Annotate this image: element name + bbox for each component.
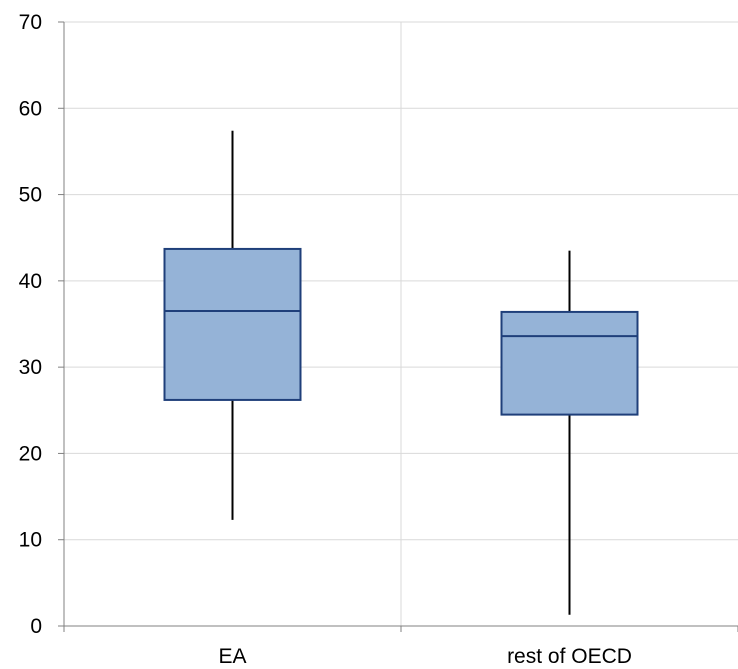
y-tick-label: 60 <box>19 97 42 120</box>
box-1 <box>500 250 639 615</box>
y-tick-label: 30 <box>19 356 42 379</box>
y-tick-label: 0 <box>30 615 42 638</box>
boxes <box>163 130 639 615</box>
y-tick-label: 50 <box>19 184 42 207</box>
axes <box>63 22 738 632</box>
y-tick-label: 10 <box>19 529 42 552</box>
y-axis-ticks: 0 10 20 30 40 50 60 70 <box>19 11 64 638</box>
y-tick-label: 70 <box>19 11 42 34</box>
x-category-label: rest of OECD <box>507 645 632 668</box>
box-iqr <box>163 247 302 401</box>
y-tick-label: 40 <box>19 270 42 293</box>
x-category-label: EA <box>218 645 246 668</box>
box-0 <box>163 130 302 520</box>
x-axis-labels: EA rest of OECD <box>218 645 631 668</box>
box-iqr <box>500 310 639 416</box>
y-tick-label: 20 <box>19 442 42 465</box>
